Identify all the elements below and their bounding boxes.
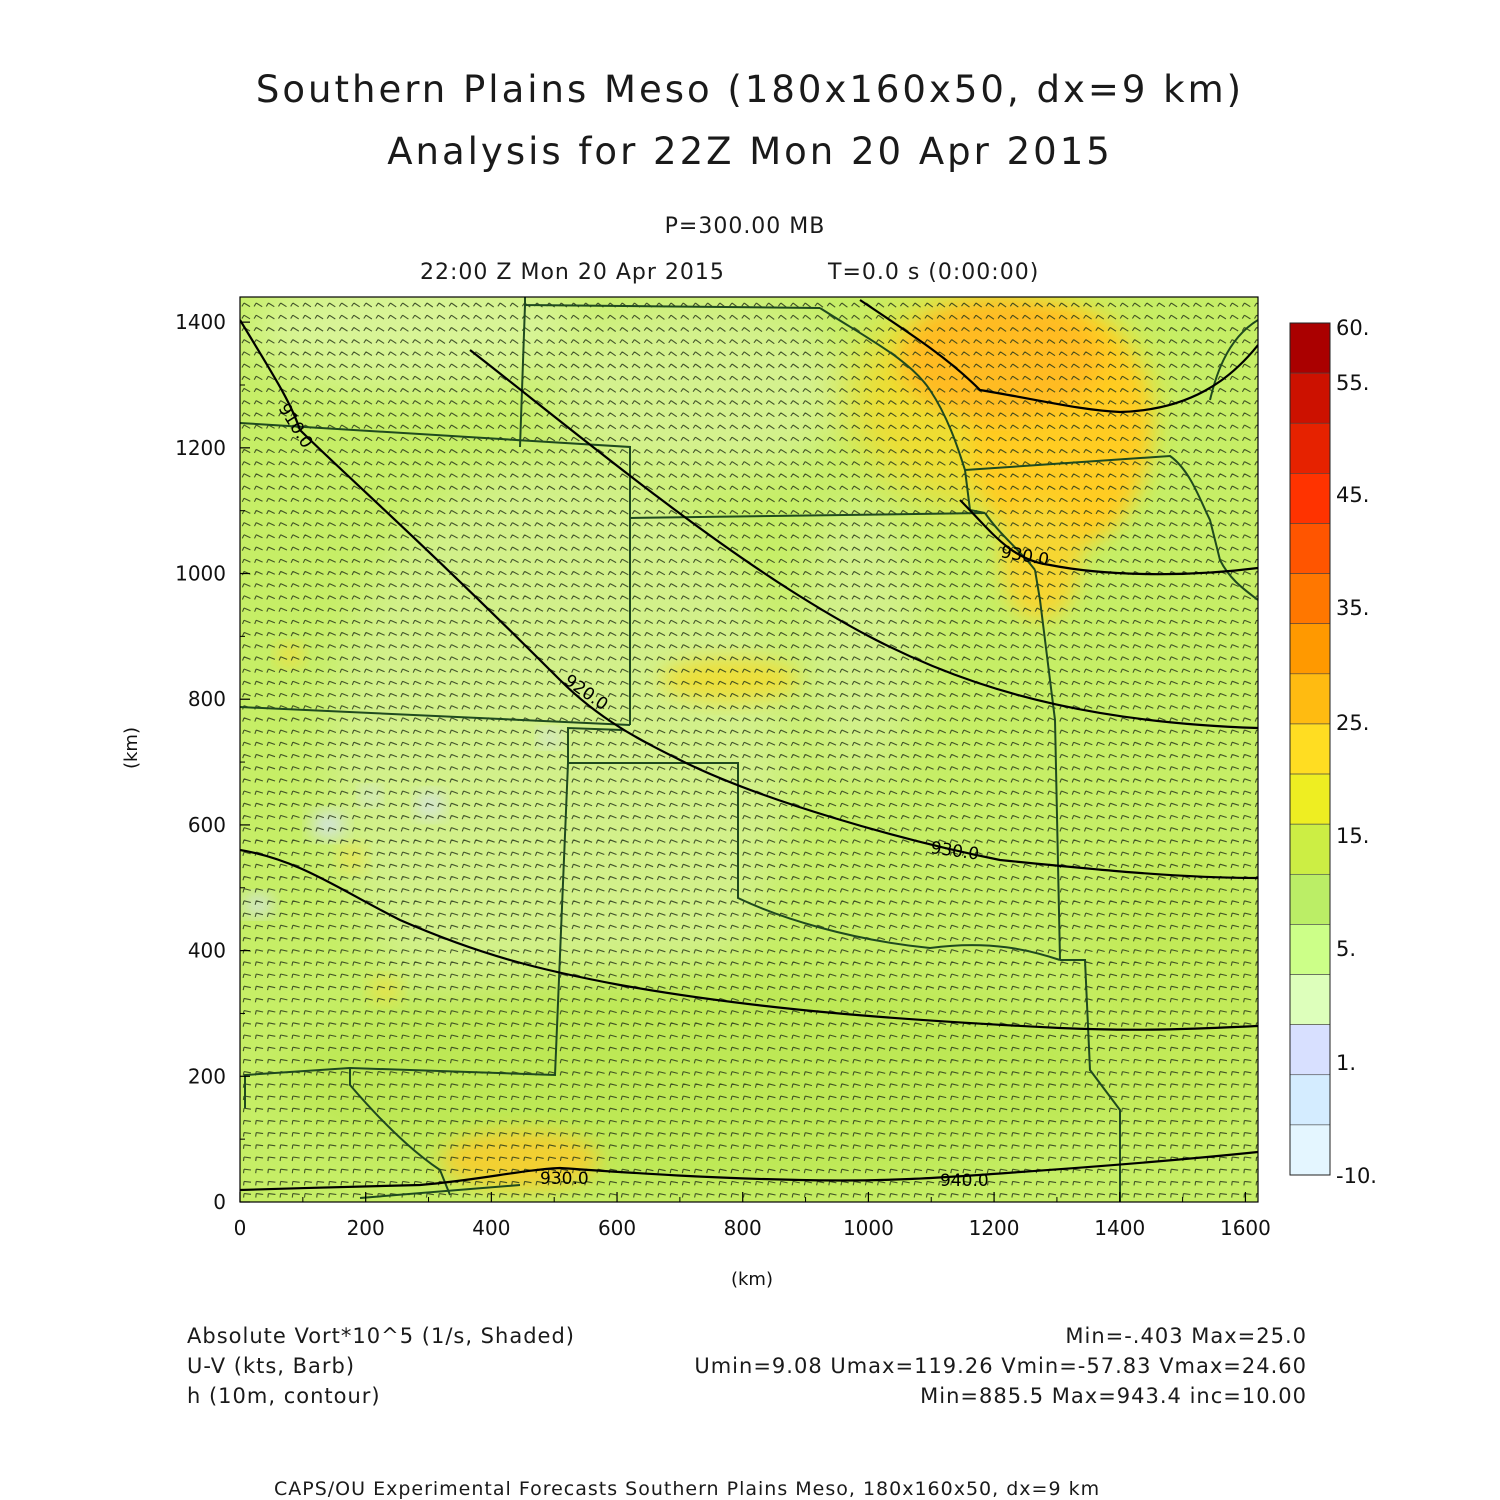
colorbar-swatch [1289, 523, 1331, 574]
y-tick-label: 0 [213, 1190, 226, 1214]
colorbar-swatch [1289, 623, 1331, 675]
colorbar-label: 45. [1336, 483, 1369, 507]
pressure-level: P=300.00 MB [664, 214, 826, 239]
x-tick-label: 1600 [1220, 1216, 1271, 1240]
colorbar-swatch [1289, 1024, 1331, 1076]
y-tick-label: 800 [188, 687, 226, 711]
colorbar-frame [1289, 322, 1331, 1176]
plot-frame [239, 296, 1259, 1203]
colorbar-swatch [1289, 422, 1331, 474]
y-tick-label: 1400 [175, 310, 226, 334]
forecast-time: T=0.0 s (0:00:00) [828, 260, 1040, 285]
x-tick-label: 0 [234, 1216, 247, 1240]
colorbar-label: 5. [1336, 937, 1356, 961]
y-axis-label: (km) [121, 727, 142, 769]
contour-label: 930.0 [540, 1169, 589, 1189]
height-contours [240, 299, 1258, 1192]
contour-field-label: h (10m, contour) [187, 1384, 381, 1408]
footer-credit: CAPS/OU Experimental Forecasts Southern … [274, 1478, 1101, 1500]
colorbar-swatch [1289, 823, 1331, 875]
barb-field-stats: Umin=9.08 Umax=119.26 Vmin=-57.83 Vmax=2… [694, 1354, 1307, 1378]
colorbar-label: 15. [1336, 824, 1369, 848]
x-tick-label: 1200 [969, 1216, 1020, 1240]
contour-field-stats: Min=885.5 Max=943.4 inc=10.00 [920, 1384, 1307, 1408]
colorbar-label: -10. [1336, 1164, 1377, 1188]
colorbar-swatch [1289, 773, 1331, 825]
y-tick-label: 400 [188, 939, 226, 963]
barb-field-label: U-V (kts, Barb) [187, 1354, 356, 1378]
colorbar-swatch [1289, 1074, 1331, 1126]
x-axis-label: (km) [731, 1269, 773, 1290]
y-axis: 0 200 400 600 800 1000 1200 1400 [175, 310, 250, 1214]
valid-time: 22:00 Z Mon 20 Apr 2015 [420, 260, 725, 285]
colorbar-swatch [1289, 924, 1331, 975]
colorbar-swatch [1289, 873, 1331, 925]
colorbar-label: 55. [1336, 371, 1369, 395]
x-tick-label: 200 [347, 1216, 385, 1240]
colorbar-swatch [1289, 322, 1331, 374]
x-tick-label: 400 [472, 1216, 510, 1240]
colorbar-swatch [1289, 974, 1331, 1025]
shaded-field-stats: Min=-.403 Max=25.0 [1065, 1324, 1307, 1348]
title-line-1: Southern Plains Meso (180x160x50, dx=9 k… [255, 68, 1245, 111]
y-tick-label: 200 [188, 1064, 226, 1088]
y-tick-label: 1200 [175, 436, 226, 460]
x-tick-label: 1400 [1094, 1216, 1145, 1240]
x-tick-label: 1000 [843, 1216, 894, 1240]
y-tick-label: 1000 [175, 562, 226, 586]
colorbar-swatch [1289, 673, 1331, 725]
title-line-2: Analysis for 22Z Mon 20 Apr 2015 [387, 130, 1113, 173]
x-tick-label: 800 [724, 1216, 762, 1240]
colorbar-swatch [1289, 573, 1331, 625]
x-axis: 0 200 400 600 800 1000 1200 1400 1600 [234, 1192, 1271, 1240]
x-tick-label: 600 [598, 1216, 636, 1240]
colorbar-label: 25. [1336, 711, 1369, 735]
colorbar-swatch [1289, 473, 1331, 524]
shaded-field-label: Absolute Vort*10^5 (1/s, Shaded) [187, 1324, 575, 1348]
y-tick-label: 600 [188, 813, 226, 837]
wind-barb-field [241, 302, 1258, 1198]
state-boundaries [240, 297, 1258, 1202]
colorbar-swatch [1289, 723, 1331, 775]
wind-barbs [241, 302, 1258, 1198]
colorbar-label: 60. [1336, 316, 1369, 340]
colorbar-swatch [1289, 1124, 1331, 1176]
colorbar-label: 35. [1336, 596, 1369, 620]
colorbar: 60. 55. 45. 35. 25. 15. 5. 1. -10. [1289, 316, 1377, 1188]
colorbar-swatch [1289, 372, 1331, 424]
shaded-vorticity-field: 910.0 920.0 930.0 940.0 930.0 930.0 [240, 297, 1258, 1202]
colorbar-label: 1. [1336, 1051, 1356, 1075]
contour-label: 940.0 [940, 1171, 989, 1191]
